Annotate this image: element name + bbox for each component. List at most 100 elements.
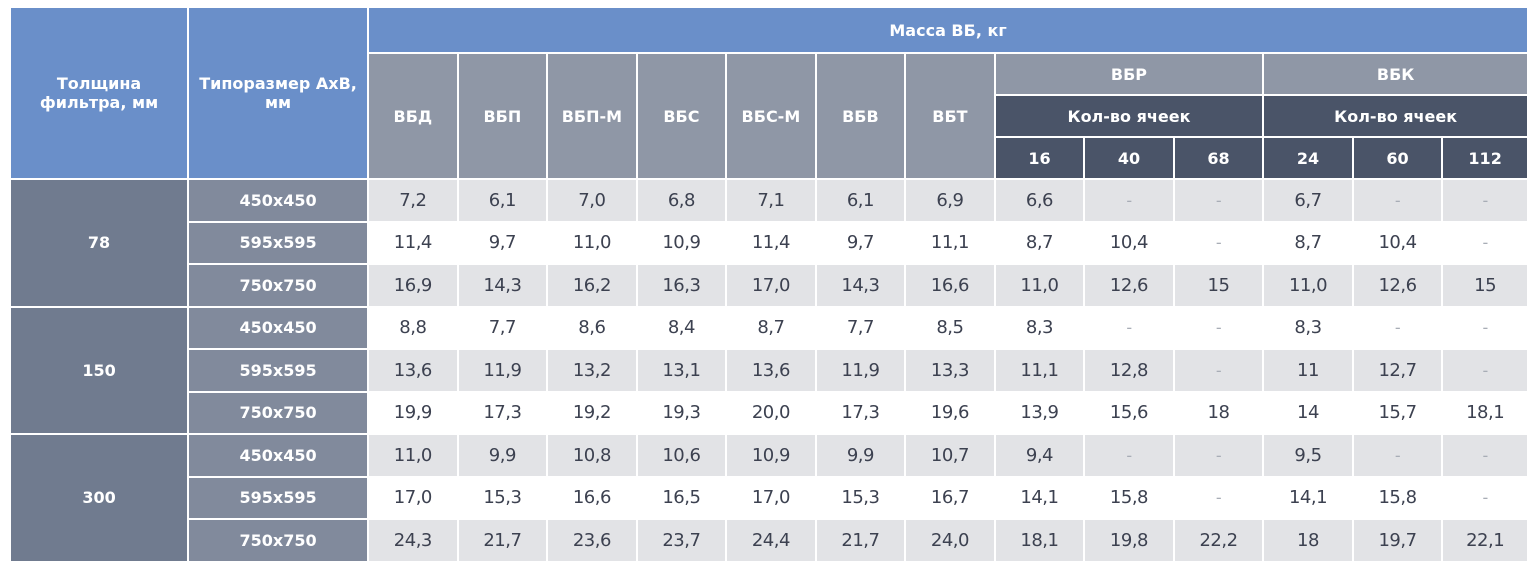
mass-value-cell: 9,4 xyxy=(993,433,1086,478)
header-type: ВБТ xyxy=(904,52,996,180)
mass-table: Толщина фильтра, мм Типоразмер АхВ, мм М… xyxy=(8,6,1529,563)
mass-value-cell: 11,9 xyxy=(814,348,907,393)
size-cell: 595х595 xyxy=(187,220,370,265)
mass-value-cell: - xyxy=(1172,220,1265,265)
mass-value-cell: 17,3 xyxy=(456,390,549,435)
mass-value-cell: 8,7 xyxy=(725,305,817,350)
header-vbr-cell-count: 40 xyxy=(1083,136,1175,180)
mass-value-cell: 11,0 xyxy=(546,220,638,265)
mass-value-cell: 24,3 xyxy=(367,518,459,563)
mass-value-cell: 16,6 xyxy=(904,263,996,308)
table-row: 595х595 13,6 11,9 13,2 13,1 13,6 11,9 13,3 11,1 1… xyxy=(10,348,1529,393)
mass-value-cell: 11,0 xyxy=(367,433,459,478)
mass-value-cell: 6,8 xyxy=(635,178,728,223)
thickness-cell: 150 xyxy=(8,305,190,435)
mass-value-cell: 13,3 xyxy=(904,348,996,393)
mass-value-cell: 19,7 xyxy=(1351,518,1444,563)
size-cell: 450х450 xyxy=(187,305,370,350)
header-type: ВБС xyxy=(635,52,728,180)
mass-value-cell: 16,6 xyxy=(546,475,638,520)
table-row: 595х595 11,4 9,7 11,0 10,9 11,4 9,7 11,1 8,7 10,4… xyxy=(10,220,1529,265)
mass-value-cell: - xyxy=(1172,475,1265,520)
header-type: ВБВ xyxy=(814,52,907,180)
header-vbk-cell-count: 60 xyxy=(1351,136,1444,180)
mass-value-cell: 23,7 xyxy=(635,518,728,563)
mass-value-cell: 15,3 xyxy=(814,475,907,520)
header-vbr-cells-label: Кол-во ячеек xyxy=(993,94,1265,138)
mass-value-cell: 24,4 xyxy=(725,518,817,563)
mass-value-cell: 10,9 xyxy=(635,220,728,265)
mass-value-cell: 10,6 xyxy=(635,433,728,478)
mass-value-cell: 13,9 xyxy=(993,390,1086,435)
mass-value-cell: 15 xyxy=(1441,263,1529,308)
mass-value-cell: 19,6 xyxy=(904,390,996,435)
mass-value-cell: 8,7 xyxy=(993,220,1086,265)
mass-value-cell: 12,8 xyxy=(1083,348,1175,393)
header-vbk: ВБК xyxy=(1262,52,1529,96)
size-cell: 750х750 xyxy=(187,263,370,308)
mass-value-cell: 9,7 xyxy=(814,220,907,265)
mass-value-cell: 15,8 xyxy=(1083,475,1175,520)
mass-value-cell: 22,1 xyxy=(1441,518,1529,563)
mass-value-cell: 11,1 xyxy=(904,220,996,265)
mass-value-cell: 10,9 xyxy=(725,433,817,478)
header-vbk-cells-label: Кол-во ячеек xyxy=(1262,94,1529,138)
header-type: ВБП xyxy=(456,52,549,180)
mass-value-cell: - xyxy=(1172,433,1265,478)
mass-value-cell: 9,7 xyxy=(456,220,549,265)
size-cell: 450х450 xyxy=(187,433,370,478)
mass-value-cell: 10,8 xyxy=(546,433,638,478)
mass-value-cell: 17,0 xyxy=(367,475,459,520)
mass-value-cell: 9,5 xyxy=(1262,433,1354,478)
mass-value-cell: - xyxy=(1351,178,1444,223)
header-type: ВБС-М xyxy=(725,52,817,180)
mass-value-cell: - xyxy=(1441,348,1529,393)
mass-value-cell: 17,0 xyxy=(725,475,817,520)
header-type: ВБД xyxy=(367,52,459,180)
table-row: 750х750 24,3 21,7 23,6 23,7 24,4 21,7 24,0 18,1 1… xyxy=(10,518,1529,563)
mass-value-cell: 14,3 xyxy=(456,263,549,308)
mass-value-cell: - xyxy=(1172,305,1265,350)
mass-value-cell: 11,1 xyxy=(993,348,1086,393)
mass-value-cell: 10,7 xyxy=(904,433,996,478)
mass-value-cell: 11,0 xyxy=(993,263,1086,308)
mass-value-cell: - xyxy=(1083,178,1175,223)
mass-value-cell: 17,0 xyxy=(725,263,817,308)
mass-value-cell: 15,8 xyxy=(1351,475,1444,520)
mass-value-cell: 8,5 xyxy=(904,305,996,350)
size-cell: 450х450 xyxy=(187,178,370,223)
mass-value-cell: 19,9 xyxy=(367,390,459,435)
size-cell: 750х750 xyxy=(187,390,370,435)
mass-value-cell: 13,6 xyxy=(725,348,817,393)
mass-value-cell: - xyxy=(1351,305,1444,350)
mass-value-cell: 19,8 xyxy=(1083,518,1175,563)
mass-value-cell: 11 xyxy=(1262,348,1354,393)
mass-value-cell: 16,9 xyxy=(367,263,459,308)
mass-value-cell: - xyxy=(1172,178,1265,223)
mass-value-cell: 18,1 xyxy=(993,518,1086,563)
size-cell: 595х595 xyxy=(187,475,370,520)
mass-value-cell: 12,6 xyxy=(1083,263,1175,308)
mass-value-cell: 11,4 xyxy=(367,220,459,265)
mass-value-cell: 6,7 xyxy=(1262,178,1354,223)
mass-value-cell: 14,1 xyxy=(1262,475,1354,520)
mass-value-cell: - xyxy=(1083,433,1175,478)
mass-value-cell: 8,4 xyxy=(635,305,728,350)
mass-value-cell: 7,7 xyxy=(456,305,549,350)
mass-value-cell: 14,3 xyxy=(814,263,907,308)
mass-value-cell: 16,7 xyxy=(904,475,996,520)
header-size: Типоразмер АхВ, мм xyxy=(187,6,370,180)
table-row: 750х750 16,9 14,3 16,2 16,3 17,0 14,3 16,6 11,0 1… xyxy=(10,263,1529,308)
header-vbr-cell-count: 16 xyxy=(993,136,1086,180)
mass-value-cell: 6,6 xyxy=(993,178,1086,223)
header-vbr-cell-count: 68 xyxy=(1172,136,1265,180)
header-thickness: Толщина фильтра, мм xyxy=(8,6,190,180)
mass-value-cell: 13,6 xyxy=(367,348,459,393)
mass-value-cell: 11,4 xyxy=(725,220,817,265)
size-cell: 750х750 xyxy=(187,518,370,563)
mass-value-cell: 22,2 xyxy=(1172,518,1265,563)
mass-value-cell: 21,7 xyxy=(814,518,907,563)
mass-value-cell: 12,6 xyxy=(1351,263,1444,308)
header-vbk-cell-count: 24 xyxy=(1262,136,1354,180)
mass-value-cell: 11,0 xyxy=(1262,263,1354,308)
